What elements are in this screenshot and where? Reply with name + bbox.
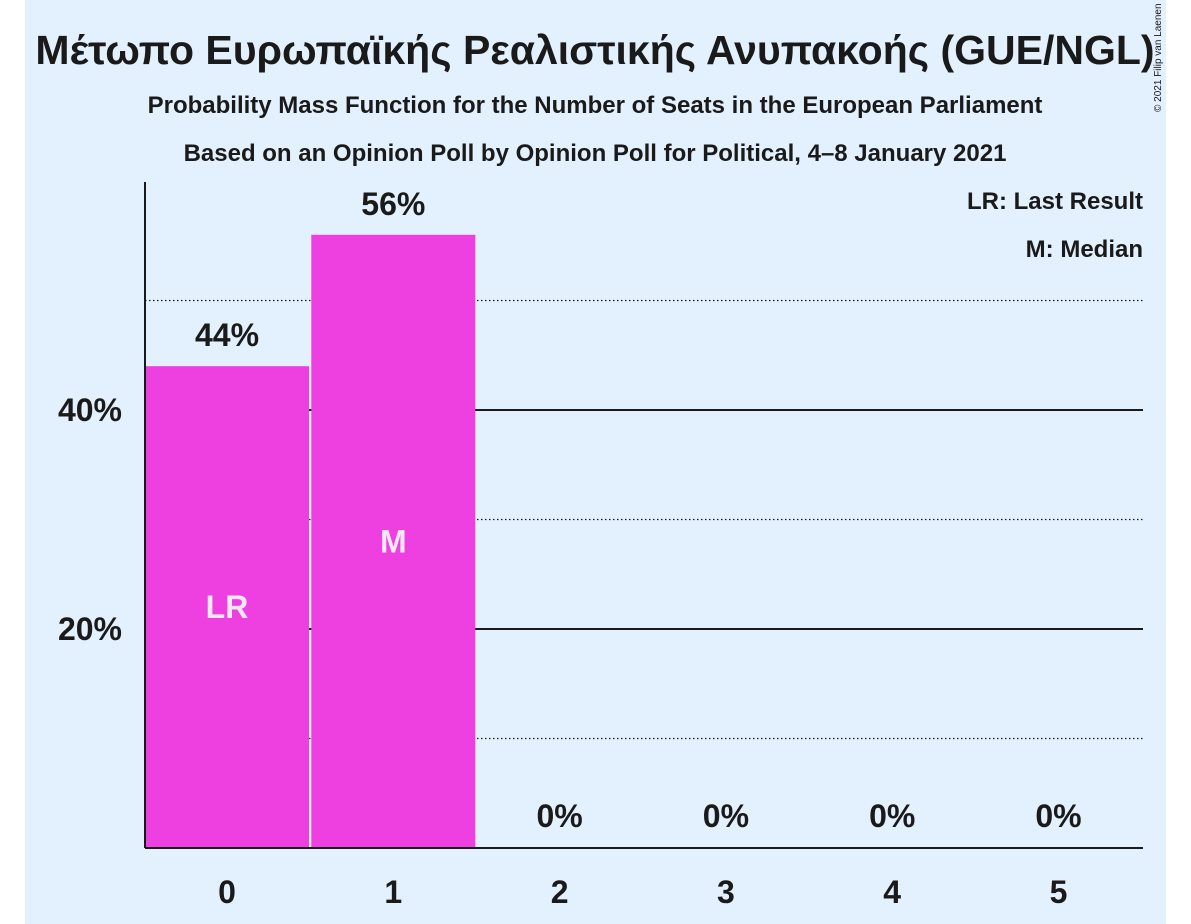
bar-1 <box>311 234 476 849</box>
bar-value-label: 0% <box>1035 798 1081 834</box>
x-tick-label: 2 <box>551 874 569 910</box>
bar-marker-m: M <box>380 523 407 559</box>
y-tick-label: 20% <box>58 611 122 647</box>
bar-value-label: 44% <box>195 317 259 353</box>
x-tick-label: 4 <box>883 874 901 910</box>
y-tick-label: 40% <box>58 392 122 428</box>
bar-marker-lr: LR <box>206 589 249 625</box>
legend-median: M: Median <box>1026 236 1143 263</box>
bar-value-label: 56% <box>361 186 425 222</box>
chart-subtitle-2: Based on an Opinion Poll by Opinion Poll… <box>184 140 1007 167</box>
bar-0 <box>145 366 309 848</box>
x-tick-label: 1 <box>384 874 402 910</box>
copyright-note: © 2021 Filip van Laenen <box>1153 3 1164 112</box>
axes: 20% 40% 0 1 2 3 4 5 <box>58 182 1143 910</box>
chart-title: Μέτωπο Ευρωπαϊκής Ρεαλιστικής Ανυπακοής … <box>35 27 1154 73</box>
x-tick-label: 3 <box>717 874 735 910</box>
chart-subtitle: Probability Mass Function for the Number… <box>148 92 1043 119</box>
bar-value-label: 0% <box>869 798 915 834</box>
bar-value-label: 0% <box>536 798 582 834</box>
x-tick-label: 0 <box>218 874 236 910</box>
bar-labels: 44% LR 56% M 0% 0% 0% 0% <box>195 186 1082 834</box>
bar-value-label: 0% <box>703 798 749 834</box>
legend-last-result: LR: Last Result <box>967 188 1143 215</box>
bars <box>145 234 476 849</box>
x-tick-label: 5 <box>1050 874 1068 910</box>
